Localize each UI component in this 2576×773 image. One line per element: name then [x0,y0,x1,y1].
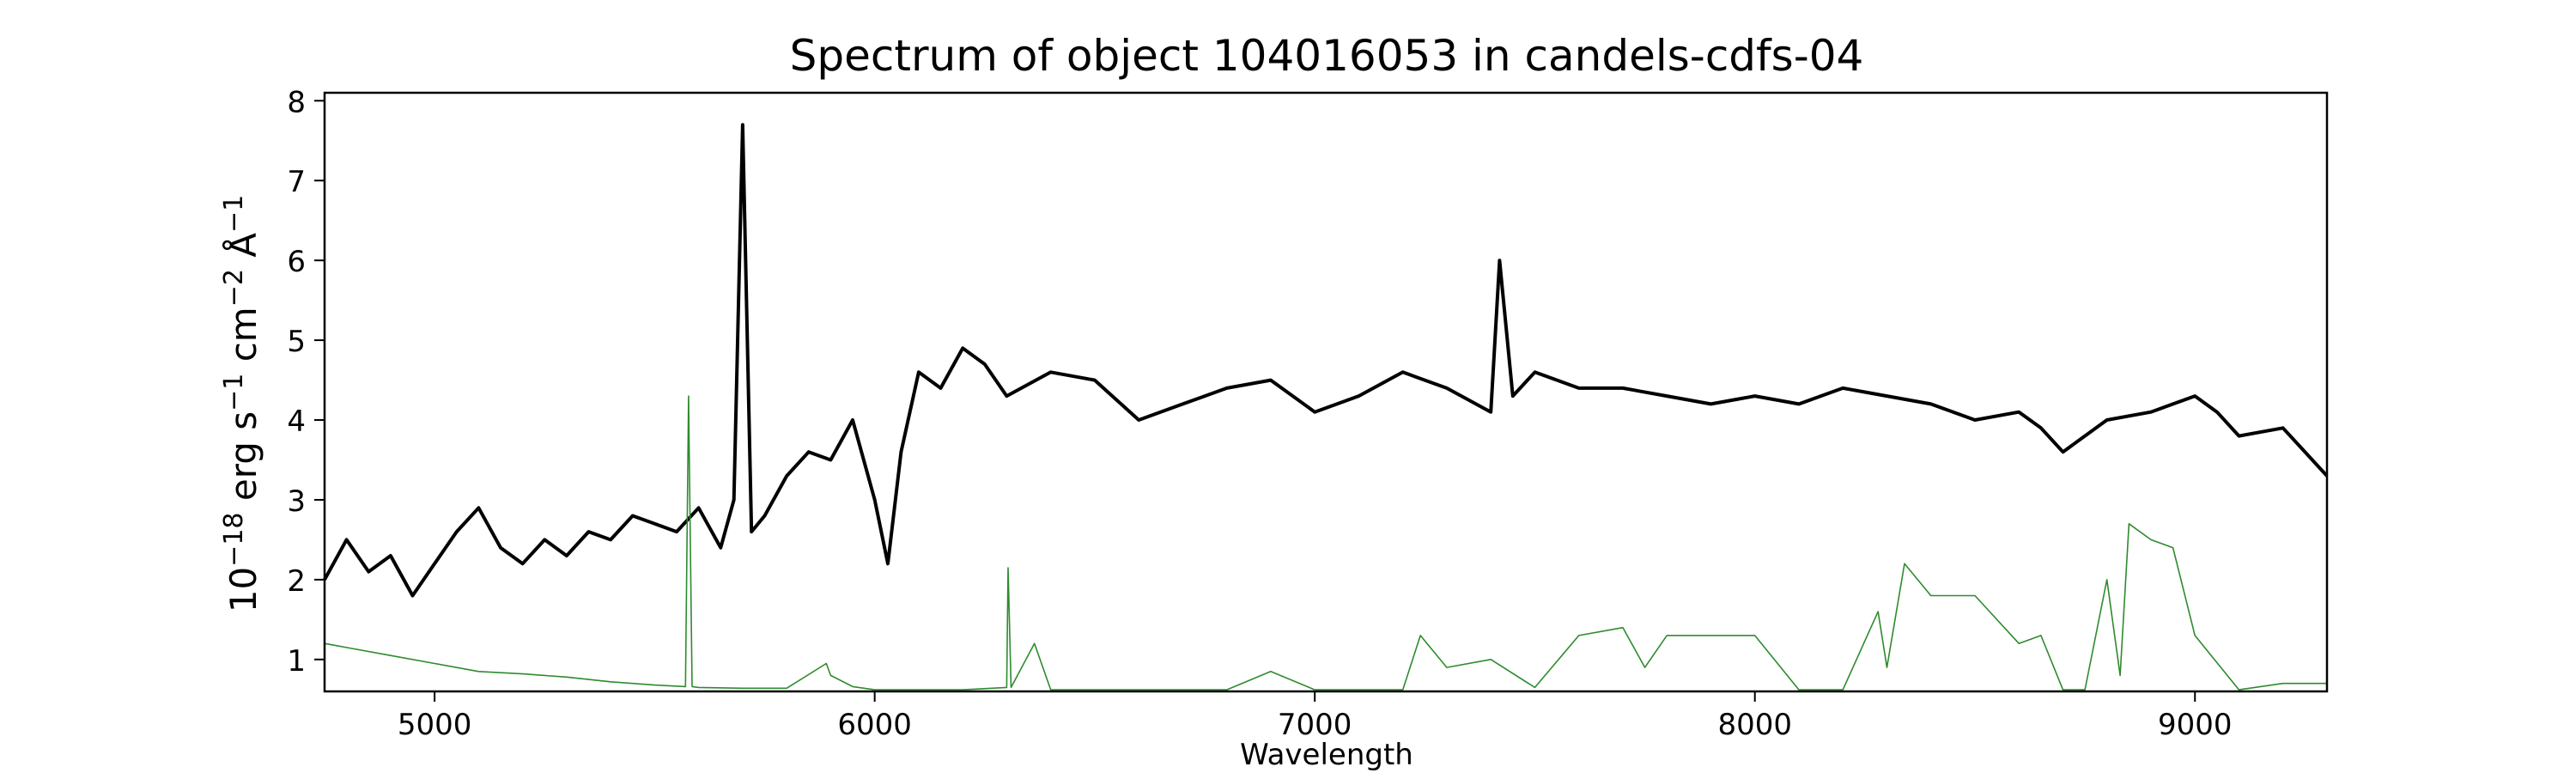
x-axis: 5000 6000 7000 8000 9000 [398,691,2233,742]
y-axis-label-exponent: −1 [219,374,249,411]
x-tick-label: 8000 [1717,708,1792,742]
plot-frame [323,91,2329,693]
chart-title: Spectrum of object 104016053 in candels-… [790,31,1864,81]
series-line-2 [324,395,2327,691]
y-axis-label-part: cm [222,307,264,373]
series-line-1 [323,123,2329,598]
y-axis-label-exponent: −18 [219,513,249,567]
y-axis: 1 2 3 4 5 6 7 8 [287,85,325,679]
y-axis-label-part: 10 [222,567,264,612]
plot-area [323,123,2329,691]
y-tick-label: 4 [287,405,306,439]
x-tick-label: 6000 [837,708,912,742]
y-tick-label: 8 [287,85,306,119]
y-axis-label-part: erg s [222,411,264,513]
y-tick-label: 6 [287,245,306,279]
y-axis-label-exponent: −2 [219,269,249,307]
x-tick-label: 9000 [2158,708,2233,742]
y-axis-label-part: Å [222,233,264,269]
y-tick-label: 7 [287,165,306,199]
y-tick-label: 2 [287,564,306,599]
x-tick-label: 5000 [398,708,472,742]
y-axis-label-exponent: −1 [219,195,249,233]
y-tick-label: 1 [287,644,306,679]
y-axis-label: 10−18 erg s−1 cm−2 Å−1 [219,195,264,613]
x-tick-label: 7000 [1278,708,1352,742]
y-tick-label: 5 [287,325,306,359]
x-axis-label: Wavelength [1240,738,1413,772]
y-tick-label: 3 [287,484,306,519]
